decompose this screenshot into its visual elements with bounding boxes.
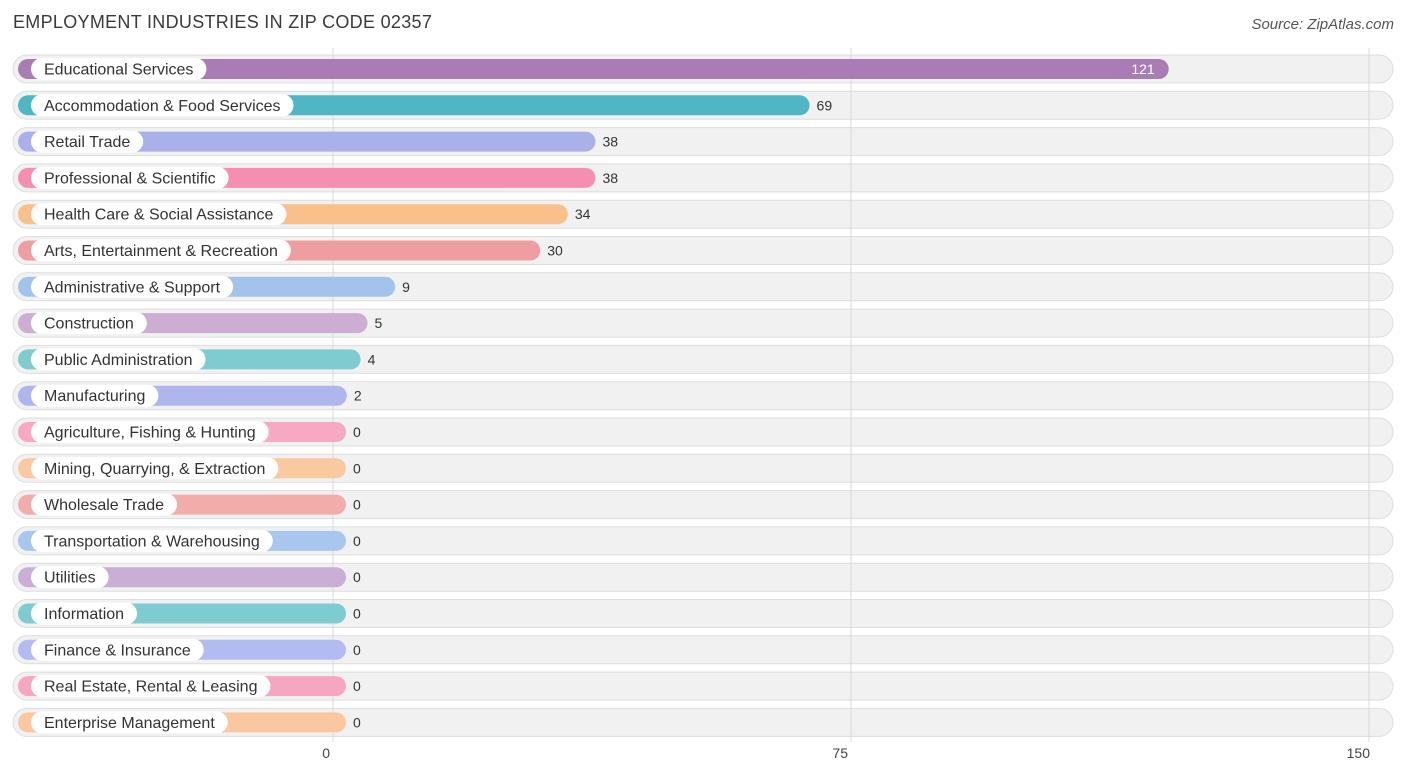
- row-background: [12, 635, 1394, 665]
- category-label-pill: [31, 94, 294, 117]
- row-background: [12, 526, 1394, 556]
- category-label: Professional & Scientific: [44, 170, 216, 187]
- source-label: Source: ZipAtlas.com: [1251, 16, 1394, 33]
- category-label-pill: [31, 602, 138, 625]
- category-label: Finance & Insurance: [44, 642, 191, 659]
- category-label-pill: [31, 348, 206, 371]
- value-label: 0: [353, 497, 361, 513]
- value-label: 38: [602, 170, 618, 186]
- category-label: Health Care & Social Assistance: [44, 207, 274, 224]
- x-axis-ticks: 0 75 150: [322, 745, 1370, 761]
- value-label: 0: [353, 714, 361, 730]
- value-label: 2: [354, 388, 362, 404]
- category-label-pill: [31, 166, 229, 189]
- category-label: Administrative & Support: [44, 279, 221, 296]
- row-background: [12, 671, 1394, 701]
- category-label-pill: [31, 58, 207, 80]
- value-label: 0: [353, 642, 361, 658]
- value-label: 0: [353, 606, 361, 622]
- value-label: 30: [547, 243, 563, 259]
- x-tick-label: 0: [322, 745, 330, 761]
- category-label: Mining, Quarrying, & Extraction: [44, 461, 265, 478]
- row-background: [12, 707, 1394, 737]
- category-label: Accommodation & Food Services: [44, 98, 281, 115]
- category-label-pill: [31, 566, 109, 589]
- row-background: [12, 381, 1394, 411]
- value-label: 9: [402, 279, 410, 295]
- value-label: 69: [817, 97, 833, 113]
- category-label: Construction: [44, 316, 134, 333]
- category-label: Agriculture, Fishing & Hunting: [44, 425, 256, 442]
- category-label: Manufacturing: [44, 388, 145, 405]
- category-label-pill: [31, 312, 147, 335]
- x-tick-label: 150: [1347, 745, 1371, 761]
- row-background: [12, 417, 1394, 447]
- category-label: Real Estate, Rental & Leasing: [44, 679, 257, 696]
- value-label: 5: [375, 315, 383, 331]
- value-label: 0: [353, 533, 361, 549]
- value-label: 121: [1131, 61, 1155, 77]
- value-label: 0: [353, 678, 361, 694]
- value-label: 4: [368, 351, 376, 367]
- category-label-pill: [31, 239, 291, 262]
- category-label-pill: [31, 457, 279, 480]
- category-label: Wholesale Trade: [44, 497, 164, 514]
- category-label-pill: [31, 529, 273, 552]
- category-label-pill: [31, 493, 178, 516]
- value-label: 0: [353, 460, 361, 476]
- category-label-pill: [31, 203, 287, 226]
- row-background: [12, 453, 1394, 483]
- category-label: Educational Services: [44, 62, 193, 79]
- value-label: 38: [602, 134, 618, 150]
- row-background: [12, 344, 1394, 374]
- value-label: 34: [575, 206, 591, 222]
- category-label: Information: [44, 606, 124, 623]
- row-background: [12, 599, 1394, 628]
- category-label: Enterprise Management: [44, 715, 215, 732]
- chart-title: EMPLOYMENT INDUSTRIES IN ZIP CODE 02357: [13, 12, 433, 32]
- category-label-pill: [31, 384, 159, 407]
- category-label-pill: [31, 421, 269, 443]
- bar: [18, 59, 1169, 79]
- x-tick-label: 75: [832, 745, 848, 761]
- category-label-pill: [31, 275, 234, 298]
- category-label: Retail Trade: [44, 134, 130, 151]
- row-background: [12, 562, 1394, 592]
- category-label: Arts, Entertainment & Recreation: [44, 243, 278, 260]
- category-label-pill: [31, 638, 204, 661]
- value-label: 0: [353, 424, 361, 440]
- category-label: Transportation & Warehousing: [44, 533, 260, 550]
- category-label-pill: [31, 711, 228, 734]
- category-label: Utilities: [44, 570, 96, 587]
- category-label-pill: [31, 130, 144, 153]
- category-label-pill: [31, 675, 271, 698]
- bars: Educational Services 121 Accommodation & F…: [18, 58, 1169, 734]
- row-background: [12, 490, 1394, 520]
- value-label: 0: [353, 569, 361, 585]
- category-label: Public Administration: [44, 352, 193, 369]
- bar: [18, 131, 596, 152]
